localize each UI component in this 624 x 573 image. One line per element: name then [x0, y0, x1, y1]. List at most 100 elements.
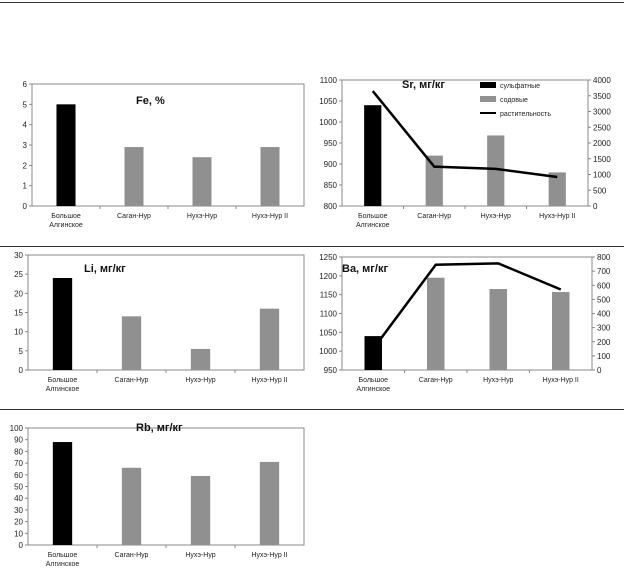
chart-svg-fe: 0 1 2 3 4 5 6 Большое Алгинское Саган-Нур Нухэ-Нур… — [23, 80, 305, 229]
y-tick-label: 950 — [324, 139, 338, 148]
chart-li: 0 5 10 15 20 25 30 Большое Алгинское Саган-Нур Нух… — [4, 250, 312, 406]
y-tick-label: 1100 — [320, 310, 338, 319]
line-vegetation-sr — [371, 90, 558, 179]
y2-tick-label: 1000 — [593, 171, 611, 180]
bar-rb-2 — [190, 475, 211, 545]
y2-tick-label: 800 — [597, 253, 611, 262]
y2-tick-label: 600 — [597, 281, 611, 290]
x-category-label: Саган-Нур — [115, 552, 149, 559]
y-tick-label: 0 — [19, 366, 24, 375]
y-tick-label: 15 — [14, 309, 23, 318]
divider-row-2 — [0, 409, 624, 410]
bar-li-1 — [121, 316, 142, 370]
x-category-label: Нухэ-Нур II — [539, 213, 575, 220]
y-tick-label: 1000 — [319, 347, 337, 356]
y-tick-label: 3 — [23, 141, 28, 150]
bar-ba-1 — [427, 277, 445, 370]
y-tick-label: 80 — [14, 447, 23, 456]
bar-sr-1 — [425, 155, 443, 206]
bar-rb-1 — [121, 467, 142, 545]
chart-title: Ba, мг/кг — [342, 263, 388, 275]
y2-tick-label: 500 — [593, 186, 607, 195]
y-tick-label: 0 — [19, 541, 24, 550]
x-category-label: Нухэ-Нур — [483, 377, 513, 384]
bar-sr-3 — [548, 172, 566, 206]
y-tick-label: 6 — [23, 80, 28, 89]
x-category-label: Большое Алгинское — [356, 213, 390, 229]
legend-swatch — [480, 96, 496, 102]
bar-fe-0 — [56, 104, 76, 206]
bar-ba-3 — [552, 292, 570, 370]
chart-svg-li: 0 5 10 15 20 25 30 Большое Алгинское Саган-Нур Нух… — [14, 251, 305, 393]
y-tick-label: 850 — [324, 181, 338, 190]
y2-tick-label: 400 — [597, 310, 611, 319]
y2-tick-label: 200 — [597, 338, 611, 347]
chart-svg-rb: 0 10 20 30 40 50 60 70 80 90 100 Большое Алгинское Са… — [10, 422, 305, 568]
x-category-label: Саган-Нур — [117, 213, 151, 220]
x-category-label: Большое Алгинское — [46, 552, 80, 568]
y-tick-label: 70 — [14, 459, 23, 468]
y2-tick-label: 700 — [597, 267, 611, 276]
chart-title: Sr, мг/кг — [402, 79, 445, 91]
y2-tick-label: 2500 — [593, 123, 611, 132]
x-category-label: Нухэ-Нур II — [251, 377, 287, 384]
chart-sr: 800 850 900 950 1000 1050 1100 Большое Алгинское… — [312, 76, 618, 242]
chart-svg-sr: 800 850 900 950 1000 1050 1100 Большое Алгинское… — [319, 76, 611, 229]
x-category-label: Саган-Нур — [115, 377, 149, 384]
y-tick-label: 900 — [324, 160, 338, 169]
y2-tick-label: 2000 — [593, 139, 611, 148]
y-tick-label: 1250 — [319, 253, 337, 262]
legend-swatch — [480, 82, 496, 88]
bar-fe-2 — [192, 157, 212, 206]
x-category-label: Нухэ-Нур II — [252, 213, 288, 220]
y2-tick-label: 0 — [593, 202, 598, 211]
y-tick-label: 25 — [14, 270, 23, 279]
chart-title: Li, мг/кг — [84, 263, 126, 275]
y-tick-label: 1100 — [320, 76, 338, 85]
y-tick-label: 10 — [14, 529, 23, 538]
x-category-label: Нухэ-Нур — [187, 213, 217, 220]
y-tick-label: 1050 — [319, 97, 337, 106]
legend-entry: содовые — [500, 97, 528, 104]
bar-fe-1 — [124, 147, 144, 206]
y-tick-label: 20 — [14, 289, 23, 298]
x-category-label: Большое Алгинское — [49, 213, 83, 229]
line-vegetation-ba — [372, 262, 562, 350]
y2-tick-label: 1500 — [593, 155, 611, 164]
y-tick-label: 4 — [23, 121, 28, 130]
bar-sr-2 — [487, 135, 505, 206]
y-tick-label: 30 — [14, 251, 23, 260]
bar-fe-3 — [260, 147, 280, 206]
x-category-label: Саган-Нур — [419, 377, 453, 384]
bar-li-3 — [259, 308, 280, 370]
y-tick-label: 50 — [14, 483, 23, 492]
x-category-label: Нухэ-Нур — [481, 213, 511, 220]
y-tick-label: 1200 — [319, 272, 337, 281]
y2-tick-label: 0 — [597, 366, 602, 375]
x-category-label: Нухэ-Нур II — [543, 377, 579, 384]
y2-tick-label: 3500 — [593, 92, 611, 101]
y2-tick-label: 300 — [597, 324, 611, 333]
y-tick-label: 30 — [14, 506, 23, 515]
y-tick-label: 40 — [14, 494, 23, 503]
x-category-label: Нухэ-Нур — [185, 552, 215, 559]
x-category-label: Большое Алгинское — [356, 377, 390, 393]
bar-sr-0 — [364, 105, 382, 206]
x-category-label: Саган-Нур — [417, 213, 451, 220]
top-rule — [0, 2, 624, 3]
y-tick-label: 950 — [324, 366, 338, 375]
y2-tick-label: 100 — [597, 352, 611, 361]
bar-rb-3 — [259, 461, 280, 545]
y-tick-label: 1000 — [319, 118, 337, 127]
y-tick-label: 10 — [14, 328, 23, 337]
bar-li-0 — [52, 278, 73, 370]
y-tick-label: 800 — [324, 202, 338, 211]
y2-tick-label: 3000 — [593, 108, 611, 117]
legend-entry: растительность — [500, 111, 551, 118]
divider-row-1 — [0, 246, 624, 247]
y-tick-label: 2 — [23, 161, 28, 170]
y-tick-label: 100 — [10, 424, 24, 433]
bar-ba-2 — [489, 289, 507, 370]
x-category-label: Большое Алгинское — [46, 377, 80, 393]
